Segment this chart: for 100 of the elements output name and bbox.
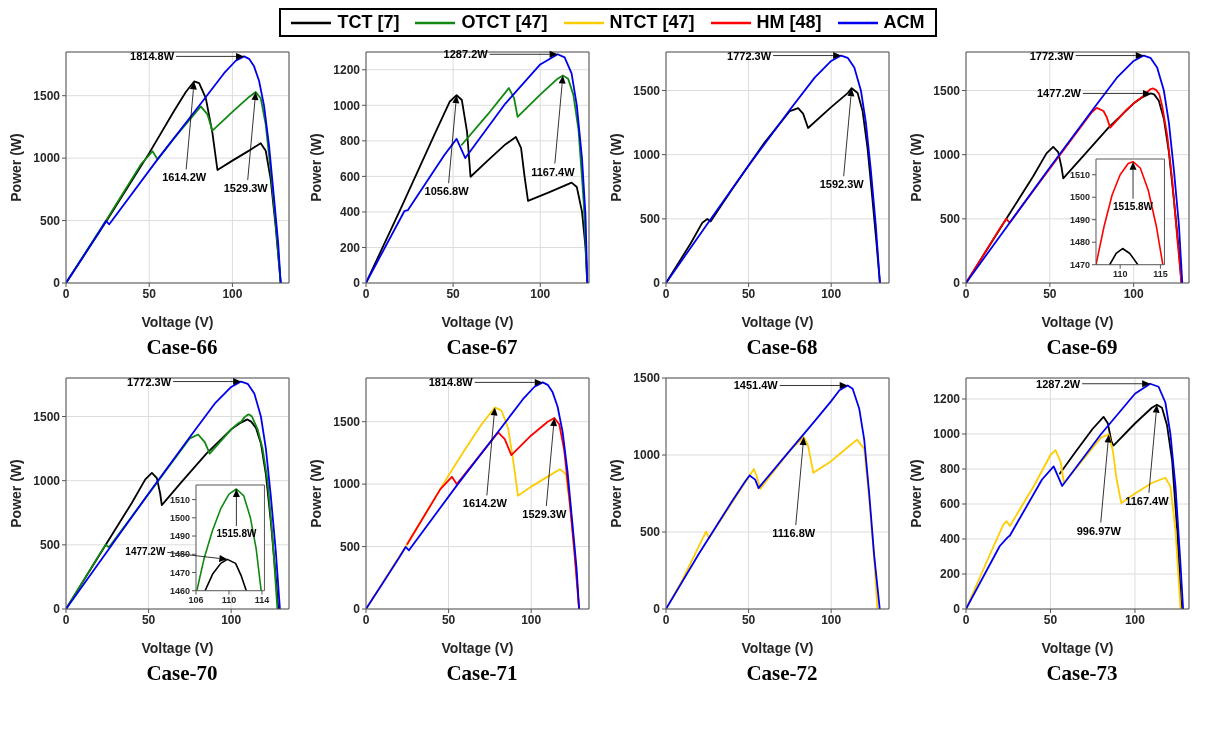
text: Case-70 xyxy=(145,661,219,686)
y-axis-title: Power (W) xyxy=(7,459,24,528)
y-tick-label: 1200 xyxy=(933,392,961,407)
y-tick-label: 400 xyxy=(339,205,361,220)
x-tick-label: 100 xyxy=(221,612,242,627)
text: Case-67 xyxy=(445,335,519,360)
y-tick-label: 1500 xyxy=(633,371,661,386)
y-tick-label: 1500 xyxy=(333,414,361,429)
y-tick-label: 1000 xyxy=(333,477,361,492)
y-tick-label: 800 xyxy=(339,134,361,149)
y-tick-label: 1500 xyxy=(33,409,61,424)
annotation: 1614.2W xyxy=(162,171,207,184)
y-tick-label: 1000 xyxy=(633,448,661,463)
annotation: 1592.3W xyxy=(819,178,865,191)
x-tick-label: 100 xyxy=(1124,612,1146,627)
x-axis-title: Voltage (V) xyxy=(1041,314,1114,330)
y-tick-label: 500 xyxy=(639,212,661,227)
y-axis-title: Power (W) xyxy=(307,133,324,202)
legend-label: ACM xyxy=(883,12,925,33)
y-tick-label: 1500 xyxy=(33,88,61,103)
y-tick-label: 600 xyxy=(939,497,961,512)
x-tick-label: 50 xyxy=(741,612,756,627)
x-tick-label: 106 xyxy=(188,594,204,605)
y-tick-label: 200 xyxy=(939,567,961,582)
x-tick-label: 100 xyxy=(1123,286,1144,301)
y-tick-label: 500 xyxy=(39,213,61,228)
y-axis-title: Power (W) xyxy=(907,133,924,202)
x-tick-label: 114 xyxy=(254,594,270,605)
annotation: 1451.4W xyxy=(733,379,779,392)
x-tick-label: 50 xyxy=(741,286,756,301)
annotation: 1167.4W xyxy=(531,165,576,178)
x-tick-label: 50 xyxy=(441,612,456,627)
y-tick-label: 500 xyxy=(939,212,961,227)
text: Case-73 xyxy=(1045,661,1119,686)
y-tick-label: 1000 xyxy=(933,427,961,442)
x-tick-label: 100 xyxy=(521,612,542,627)
y-tick-label: 1500 xyxy=(933,83,961,98)
annotation: 1287.2W xyxy=(1036,377,1081,390)
y-tick-label: 1510 xyxy=(1069,169,1090,180)
x-axis-title: Voltage (V) xyxy=(141,640,214,656)
legend-label: TCT [7] xyxy=(337,12,400,33)
x-axis-title: Voltage (V) xyxy=(441,640,514,656)
annotation: 1614.2W xyxy=(462,497,508,510)
y-tick-label: 800 xyxy=(939,462,961,477)
y-tick-label: 1000 xyxy=(633,147,661,162)
annotation: 1056.8W xyxy=(424,185,470,198)
y-tick-label: 1000 xyxy=(933,147,961,162)
y-tick-label: 1490 xyxy=(169,530,190,541)
x-axis-title: Voltage (V) xyxy=(1041,640,1114,656)
annotation: 1167.4W xyxy=(1125,494,1170,507)
annotation: 1529.3W xyxy=(223,182,269,195)
legend-label: HM [48] xyxy=(756,12,822,33)
text: Case-71 xyxy=(445,661,519,686)
annotation: 1772.3W xyxy=(127,375,172,388)
x-tick-label: 110 xyxy=(221,594,237,605)
x-tick-label: 50 xyxy=(142,286,157,301)
annotation: 1772.3W xyxy=(727,49,772,62)
y-tick-label: 1000 xyxy=(33,473,61,488)
annotation: 1287.2W xyxy=(443,48,489,61)
y-tick-label: 1510 xyxy=(169,494,190,505)
annotation: 1529.3W xyxy=(522,508,567,521)
x-tick-label: 50 xyxy=(141,612,156,627)
annotation: 1772.3W xyxy=(1029,49,1075,62)
text: Case-68 xyxy=(745,335,819,360)
y-tick-label: 500 xyxy=(39,538,61,553)
annotation: 996.97W xyxy=(1076,524,1122,537)
x-tick-label: 100 xyxy=(222,286,243,301)
x-axis-title: Voltage (V) xyxy=(441,314,514,330)
x-tick-label: 50 xyxy=(446,286,461,301)
y-tick-label: 1470 xyxy=(1069,259,1090,270)
y-tick-label: 1460 xyxy=(169,585,190,596)
y-tick-label: 1500 xyxy=(633,83,661,98)
annotation: 1477.2W xyxy=(1036,87,1082,100)
y-tick-label: 1500 xyxy=(1069,192,1090,203)
y-axis-title: Power (W) xyxy=(907,459,924,528)
text: Case-66 xyxy=(145,335,219,360)
y-tick-label: 1200 xyxy=(333,63,361,78)
x-tick-label: 50 xyxy=(1043,612,1058,627)
x-tick-label: 115 xyxy=(1153,268,1168,279)
y-tick-label: 1480 xyxy=(1069,237,1090,248)
y-tick-label: 1000 xyxy=(333,98,361,113)
y-axis-title: Power (W) xyxy=(607,133,624,202)
x-tick-label: 50 xyxy=(1043,286,1057,301)
x-tick-label: 100 xyxy=(821,286,842,301)
x-tick-label: 100 xyxy=(821,612,842,627)
y-tick-label: 1470 xyxy=(169,567,190,578)
x-axis-title: Voltage (V) xyxy=(141,314,214,330)
y-tick-label: 500 xyxy=(339,539,361,554)
x-axis-title: Voltage (V) xyxy=(741,640,814,656)
y-tick-label: 400 xyxy=(939,532,961,547)
annotation: 1814.8W xyxy=(130,50,175,63)
x-tick-label: 110 xyxy=(1112,268,1128,279)
annotation: 1477.2W xyxy=(125,546,166,558)
text: Case-69 xyxy=(1045,335,1119,360)
y-tick-label: 1490 xyxy=(1069,214,1090,225)
y-tick-label: 1000 xyxy=(33,151,61,166)
y-axis-title: Power (W) xyxy=(607,459,624,528)
text: Case-72 xyxy=(745,661,819,686)
annotation: 1814.8W xyxy=(428,376,474,389)
y-tick-label: 1500 xyxy=(169,512,190,523)
